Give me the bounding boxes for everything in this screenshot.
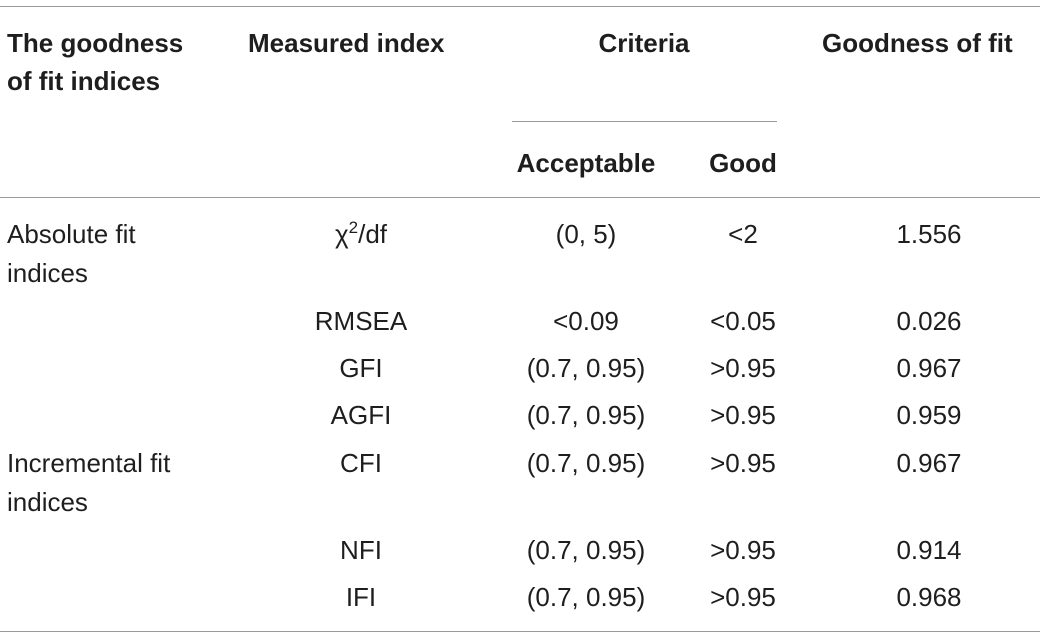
cell-good: <0.05	[710, 306, 776, 336]
header-acceptable: Acceptable	[516, 148, 656, 178]
header-criteria: Criteria	[598, 28, 690, 58]
cell-goodness-of-fit: 0.967	[896, 448, 962, 478]
header-goodness-of-fit-indices-line1: The goodness	[7, 28, 184, 58]
chi-superscript: 2	[348, 218, 359, 237]
header-goodness-of-fit: Goodness of fit	[822, 28, 1013, 58]
cell-measured-index: χ2/df	[261, 215, 461, 253]
criteria-underline	[512, 121, 777, 122]
cell-goodness-of-fit: 0.959	[896, 400, 962, 430]
cell-measured-index: IFI	[345, 582, 377, 612]
cell-measured-index: NFI	[340, 535, 382, 565]
header-measured-index: Measured index	[248, 28, 445, 58]
cell-good: <2	[728, 219, 758, 249]
cell-good: >0.95	[710, 448, 776, 478]
cell-goodness-of-fit: 0.967	[896, 353, 962, 383]
cell-measured-index: CFI	[340, 448, 382, 478]
cell-measured-index: AGFI	[330, 400, 392, 430]
header-goodness-of-fit-indices-line2: of fit indices	[7, 66, 161, 96]
group-absolute-fit-line2: indices	[7, 258, 88, 288]
header-good: Good	[709, 148, 777, 178]
table-bottom-rule	[0, 631, 1040, 632]
cell-acceptable: (0.7, 0.95)	[526, 400, 646, 430]
cell-acceptable: (0.7, 0.95)	[526, 582, 646, 612]
group-incremental-fit-line1: Incremental fit	[7, 448, 171, 478]
chi-suffix: /df	[358, 219, 388, 249]
cell-measured-index: RMSEA	[314, 306, 408, 336]
group-absolute-fit-line1: Absolute fit	[7, 219, 136, 249]
cell-measured-index: GFI	[339, 353, 383, 383]
group-incremental-fit-line2: indices	[7, 487, 88, 517]
chi-symbol: χ	[334, 219, 349, 249]
table-top-rule	[0, 6, 1040, 7]
cell-acceptable: (0.7, 0.95)	[526, 535, 646, 565]
cell-goodness-of-fit: 0.968	[896, 582, 962, 612]
cell-good: >0.95	[710, 353, 776, 383]
cell-goodness-of-fit: 0.914	[896, 535, 962, 565]
cell-good: >0.95	[710, 582, 776, 612]
cell-goodness-of-fit: 0.026	[896, 306, 962, 336]
cell-acceptable: (0, 5)	[555, 219, 617, 249]
cell-acceptable: (0.7, 0.95)	[526, 448, 646, 478]
cell-goodness-of-fit: 1.556	[896, 219, 962, 249]
cell-acceptable: <0.09	[553, 306, 619, 336]
cell-good: >0.95	[710, 400, 776, 430]
cell-acceptable: (0.7, 0.95)	[526, 353, 646, 383]
cell-good: >0.95	[710, 535, 776, 565]
header-bottom-rule	[0, 197, 1040, 198]
